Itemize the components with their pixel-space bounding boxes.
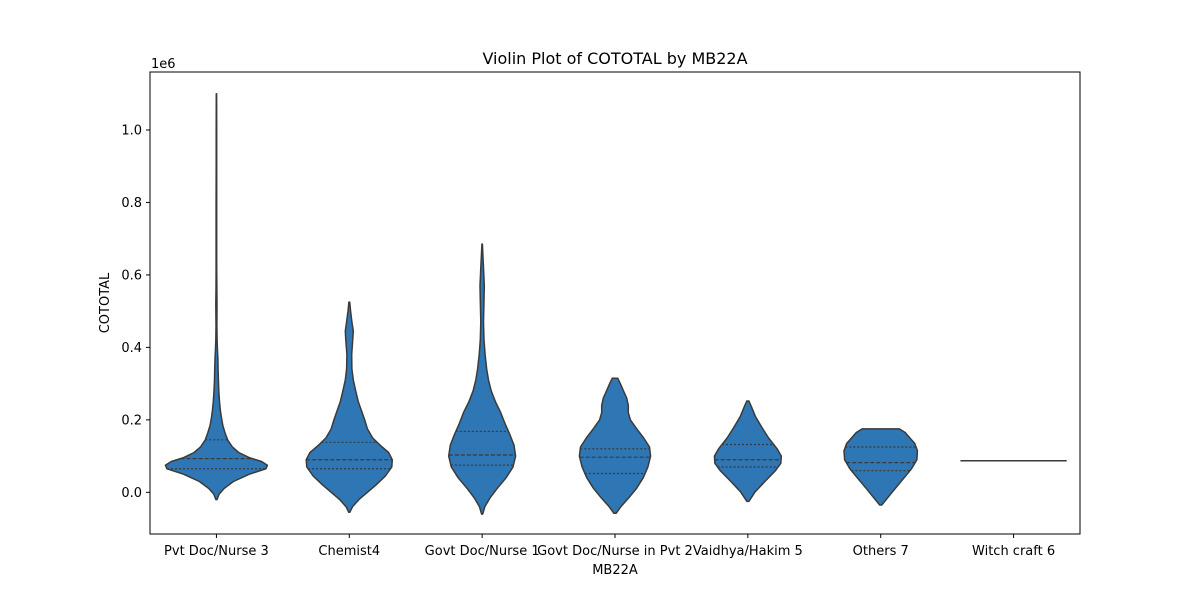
x-tick-label: Chemist4 [318,544,380,559]
y-tick-label: 0.8 [121,196,142,211]
y-axis: 0.0 0.2 0.4 0.6 0.8 1.0 [121,123,150,501]
violin-body-6 [843,428,919,506]
y-axis-offset-label: 1e6 [151,57,176,72]
violin-body-1 [164,92,269,501]
y-tick-label: 0.4 [121,341,142,356]
violin-body-5 [713,400,783,503]
chart-title: Violin Plot of COTOTAL by MB22A [482,49,747,68]
x-axis: Pvt Doc/Nurse 3 Chemist4 Govt Doc/Nurse 1G… [164,534,1055,559]
y-tick-label: 1.0 [121,123,142,138]
x-tick-label: Witch craft 6 [972,544,1055,559]
x-tick-label: Vaidhya/Hakim 5 [693,544,803,559]
x-axis-label: MB22A [592,563,638,578]
violin-body-3 [447,243,517,515]
violins-layer [164,92,1067,515]
x-tick-label: Others 7 [853,544,909,559]
x-tick-label: Pvt Doc/Nurse 3 [164,544,269,559]
y-tick-label: 0.2 [121,413,142,428]
y-tick-label: 0.0 [121,486,142,501]
violin-body-4 [578,377,652,515]
x-tick-label: Govt Doc/Nurse in Pvt 2 [537,544,693,559]
x-tick-label: Govt Doc/Nurse 1 [425,544,540,559]
violin-body-2 [305,301,394,514]
y-tick-label: 0.6 [121,268,142,283]
y-axis-label: COTOTAL [98,272,113,333]
plot-frame [149,71,1081,535]
quartiles-layer [167,430,917,475]
